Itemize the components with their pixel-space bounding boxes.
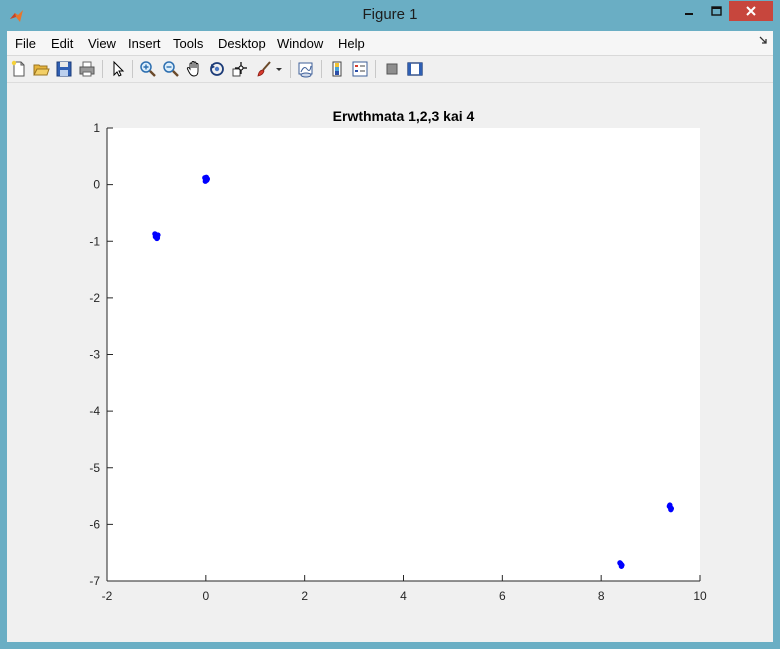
x-tick-label: 8 <box>598 589 605 603</box>
y-tick-label: -3 <box>89 348 100 362</box>
plot-area: -2 0 2 4 6 8 10 1 0 -1 -2 -3 -4 -5 -6 -7 Erwthmata 1,2,3… <box>7 83 773 642</box>
x-tick-label: 4 <box>400 589 407 603</box>
show-plot-tools-icon[interactable] <box>406 60 424 78</box>
data-cursor-icon[interactable] <box>231 60 249 78</box>
pan-icon[interactable] <box>185 60 203 78</box>
menu-view[interactable]: View <box>88 36 116 51</box>
rotate-icon[interactable] <box>208 60 226 78</box>
data-point[interactable] <box>668 506 674 513</box>
window-title: Figure 1 <box>362 6 418 23</box>
data-point[interactable] <box>152 231 158 237</box>
save-icon[interactable] <box>55 60 73 78</box>
y-tick-label: -6 <box>89 517 100 531</box>
toolbar-separator <box>375 60 376 78</box>
toolbar-separator <box>290 60 291 78</box>
colorbar-icon[interactable] <box>328 60 346 78</box>
data-point[interactable] <box>204 176 211 182</box>
x-tick-label: 6 <box>499 589 506 603</box>
hide-plot-tools-icon[interactable] <box>383 60 401 78</box>
y-tick-label: 1 <box>93 121 100 135</box>
zoom-in-icon[interactable] <box>139 60 157 78</box>
menu-help[interactable]: Help <box>338 36 365 51</box>
y-tick-label: -1 <box>89 234 100 248</box>
x-tick-label: -2 <box>102 589 113 603</box>
chart-title: Erwthmata 1,2,3 kai 4 <box>333 108 475 124</box>
x-tick-label: 0 <box>202 589 209 603</box>
x-tick-label: 2 <box>301 589 308 603</box>
menu-file[interactable]: File <box>15 36 36 51</box>
pointer-icon[interactable] <box>109 60 127 78</box>
legend-icon[interactable] <box>351 60 369 78</box>
new-figure-icon[interactable] <box>10 60 28 78</box>
maximize-icon[interactable] <box>702 1 730 21</box>
print-icon[interactable] <box>78 60 96 78</box>
data-point[interactable] <box>617 560 624 567</box>
title-bar[interactable]: Figure 1 <box>0 0 780 31</box>
brush-dropdown-icon[interactable] <box>274 60 284 78</box>
data-point[interactable] <box>154 235 160 242</box>
toolbar-separator <box>132 60 133 78</box>
menu-window[interactable]: Window <box>277 36 324 51</box>
menu-tools[interactable]: Tools <box>173 36 204 51</box>
y-tick-label: 0 <box>93 178 100 192</box>
y-tick-label: -7 <box>89 574 100 588</box>
link-plot-icon[interactable] <box>297 60 315 78</box>
figure-client: File Edit View Insert Tools Desktop Wind… <box>7 31 773 642</box>
data-point[interactable] <box>667 502 673 508</box>
minimize-icon[interactable] <box>675 1 703 21</box>
y-tick-label: -2 <box>89 291 100 305</box>
matlab-icon <box>10 10 23 22</box>
open-icon[interactable] <box>32 60 50 78</box>
zoom-out-icon[interactable] <box>162 60 180 78</box>
menu-desktop[interactable]: Desktop <box>218 36 266 51</box>
toolbar <box>7 56 773 83</box>
menu-bar: File Edit View Insert Tools Desktop Wind… <box>7 31 773 56</box>
close-icon[interactable] <box>729 1 773 21</box>
y-tick-label: -4 <box>89 404 100 418</box>
menu-edit[interactable]: Edit <box>51 36 74 51</box>
menu-insert[interactable]: Insert <box>128 36 161 51</box>
axes-background[interactable] <box>107 128 700 581</box>
toolbar-separator <box>321 60 322 78</box>
y-tick-label: -5 <box>89 461 100 475</box>
toolbar-separator <box>102 60 103 78</box>
x-tick-label: 10 <box>693 589 707 603</box>
brush-icon[interactable] <box>255 60 273 78</box>
dock-arrow-icon[interactable] <box>759 36 767 47</box>
